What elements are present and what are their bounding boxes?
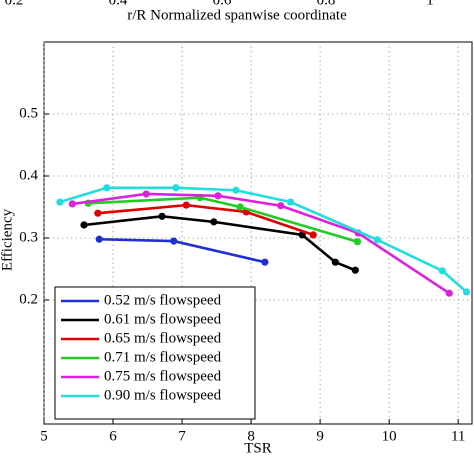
series-line <box>72 192 450 295</box>
data-point <box>182 201 190 209</box>
x-tick-label: 8 <box>247 428 255 444</box>
x-tick-label: 10 <box>382 428 397 444</box>
data-point <box>94 209 102 217</box>
data-point <box>95 235 103 243</box>
data-point <box>80 221 88 229</box>
series-line <box>59 186 468 293</box>
x-tick-label: 7 <box>178 428 186 444</box>
data-point <box>445 289 453 297</box>
x-tick-label: 9 <box>316 428 324 444</box>
data-point <box>277 202 285 210</box>
series-line <box>88 196 358 243</box>
data-point <box>236 203 244 211</box>
data-point <box>331 258 339 266</box>
data-point <box>56 198 64 206</box>
data-point <box>438 267 446 275</box>
data-point <box>353 238 362 246</box>
legend-label: 0.65 m/s flowspeed <box>104 330 222 346</box>
previous-tick-label: 0.4 <box>109 0 128 8</box>
x-tick-label: 5 <box>40 428 48 444</box>
legend: 0.52 m/s flowspeed 0.61 m/s flowspeed 0.65… <box>54 286 256 420</box>
previous-tick-label: 0.2 <box>5 0 24 8</box>
data-point <box>232 186 240 194</box>
data-point <box>261 258 269 266</box>
data-point <box>103 184 111 192</box>
data-point <box>142 190 150 198</box>
data-point <box>286 198 295 206</box>
previous-tick-label: 0.8 <box>317 0 336 8</box>
data-point <box>172 184 180 192</box>
legend-label: 0.61 m/s flowspeed <box>104 311 222 327</box>
y-tick-label: 0.2 <box>19 291 38 307</box>
data-point <box>214 192 222 200</box>
previous-tick-label: 1 <box>426 0 434 8</box>
y-axis-label: Efficiency <box>0 208 15 271</box>
data-point <box>351 266 359 274</box>
legend-label: 0.75 m/s flowspeed <box>104 368 222 384</box>
legend-label: 0.52 m/s flowspeed <box>104 292 222 308</box>
data-point <box>210 218 218 226</box>
x-tick-label: 6 <box>109 428 117 444</box>
data-point <box>462 288 471 296</box>
data-point <box>170 237 178 245</box>
legend-label: 0.71 m/s flowspeed <box>104 349 222 365</box>
previous-tick-label: 0.6 <box>213 0 232 8</box>
previous-axis-label: r/R Normalized spanwise coordinate <box>127 7 347 23</box>
y-tick-label: 0.3 <box>19 229 38 245</box>
data-point <box>309 231 317 239</box>
y-tick-label: 0.5 <box>19 105 38 121</box>
series-line <box>97 203 314 237</box>
data-point <box>373 236 382 244</box>
data-point <box>68 200 76 208</box>
y-tick-label: 0.4 <box>19 167 38 183</box>
x-tick-label: 11 <box>451 428 465 444</box>
data-point <box>158 212 166 220</box>
legend-label: 0.90 m/s flowspeed <box>104 387 222 403</box>
x-axis-label: TSR <box>244 440 272 456</box>
